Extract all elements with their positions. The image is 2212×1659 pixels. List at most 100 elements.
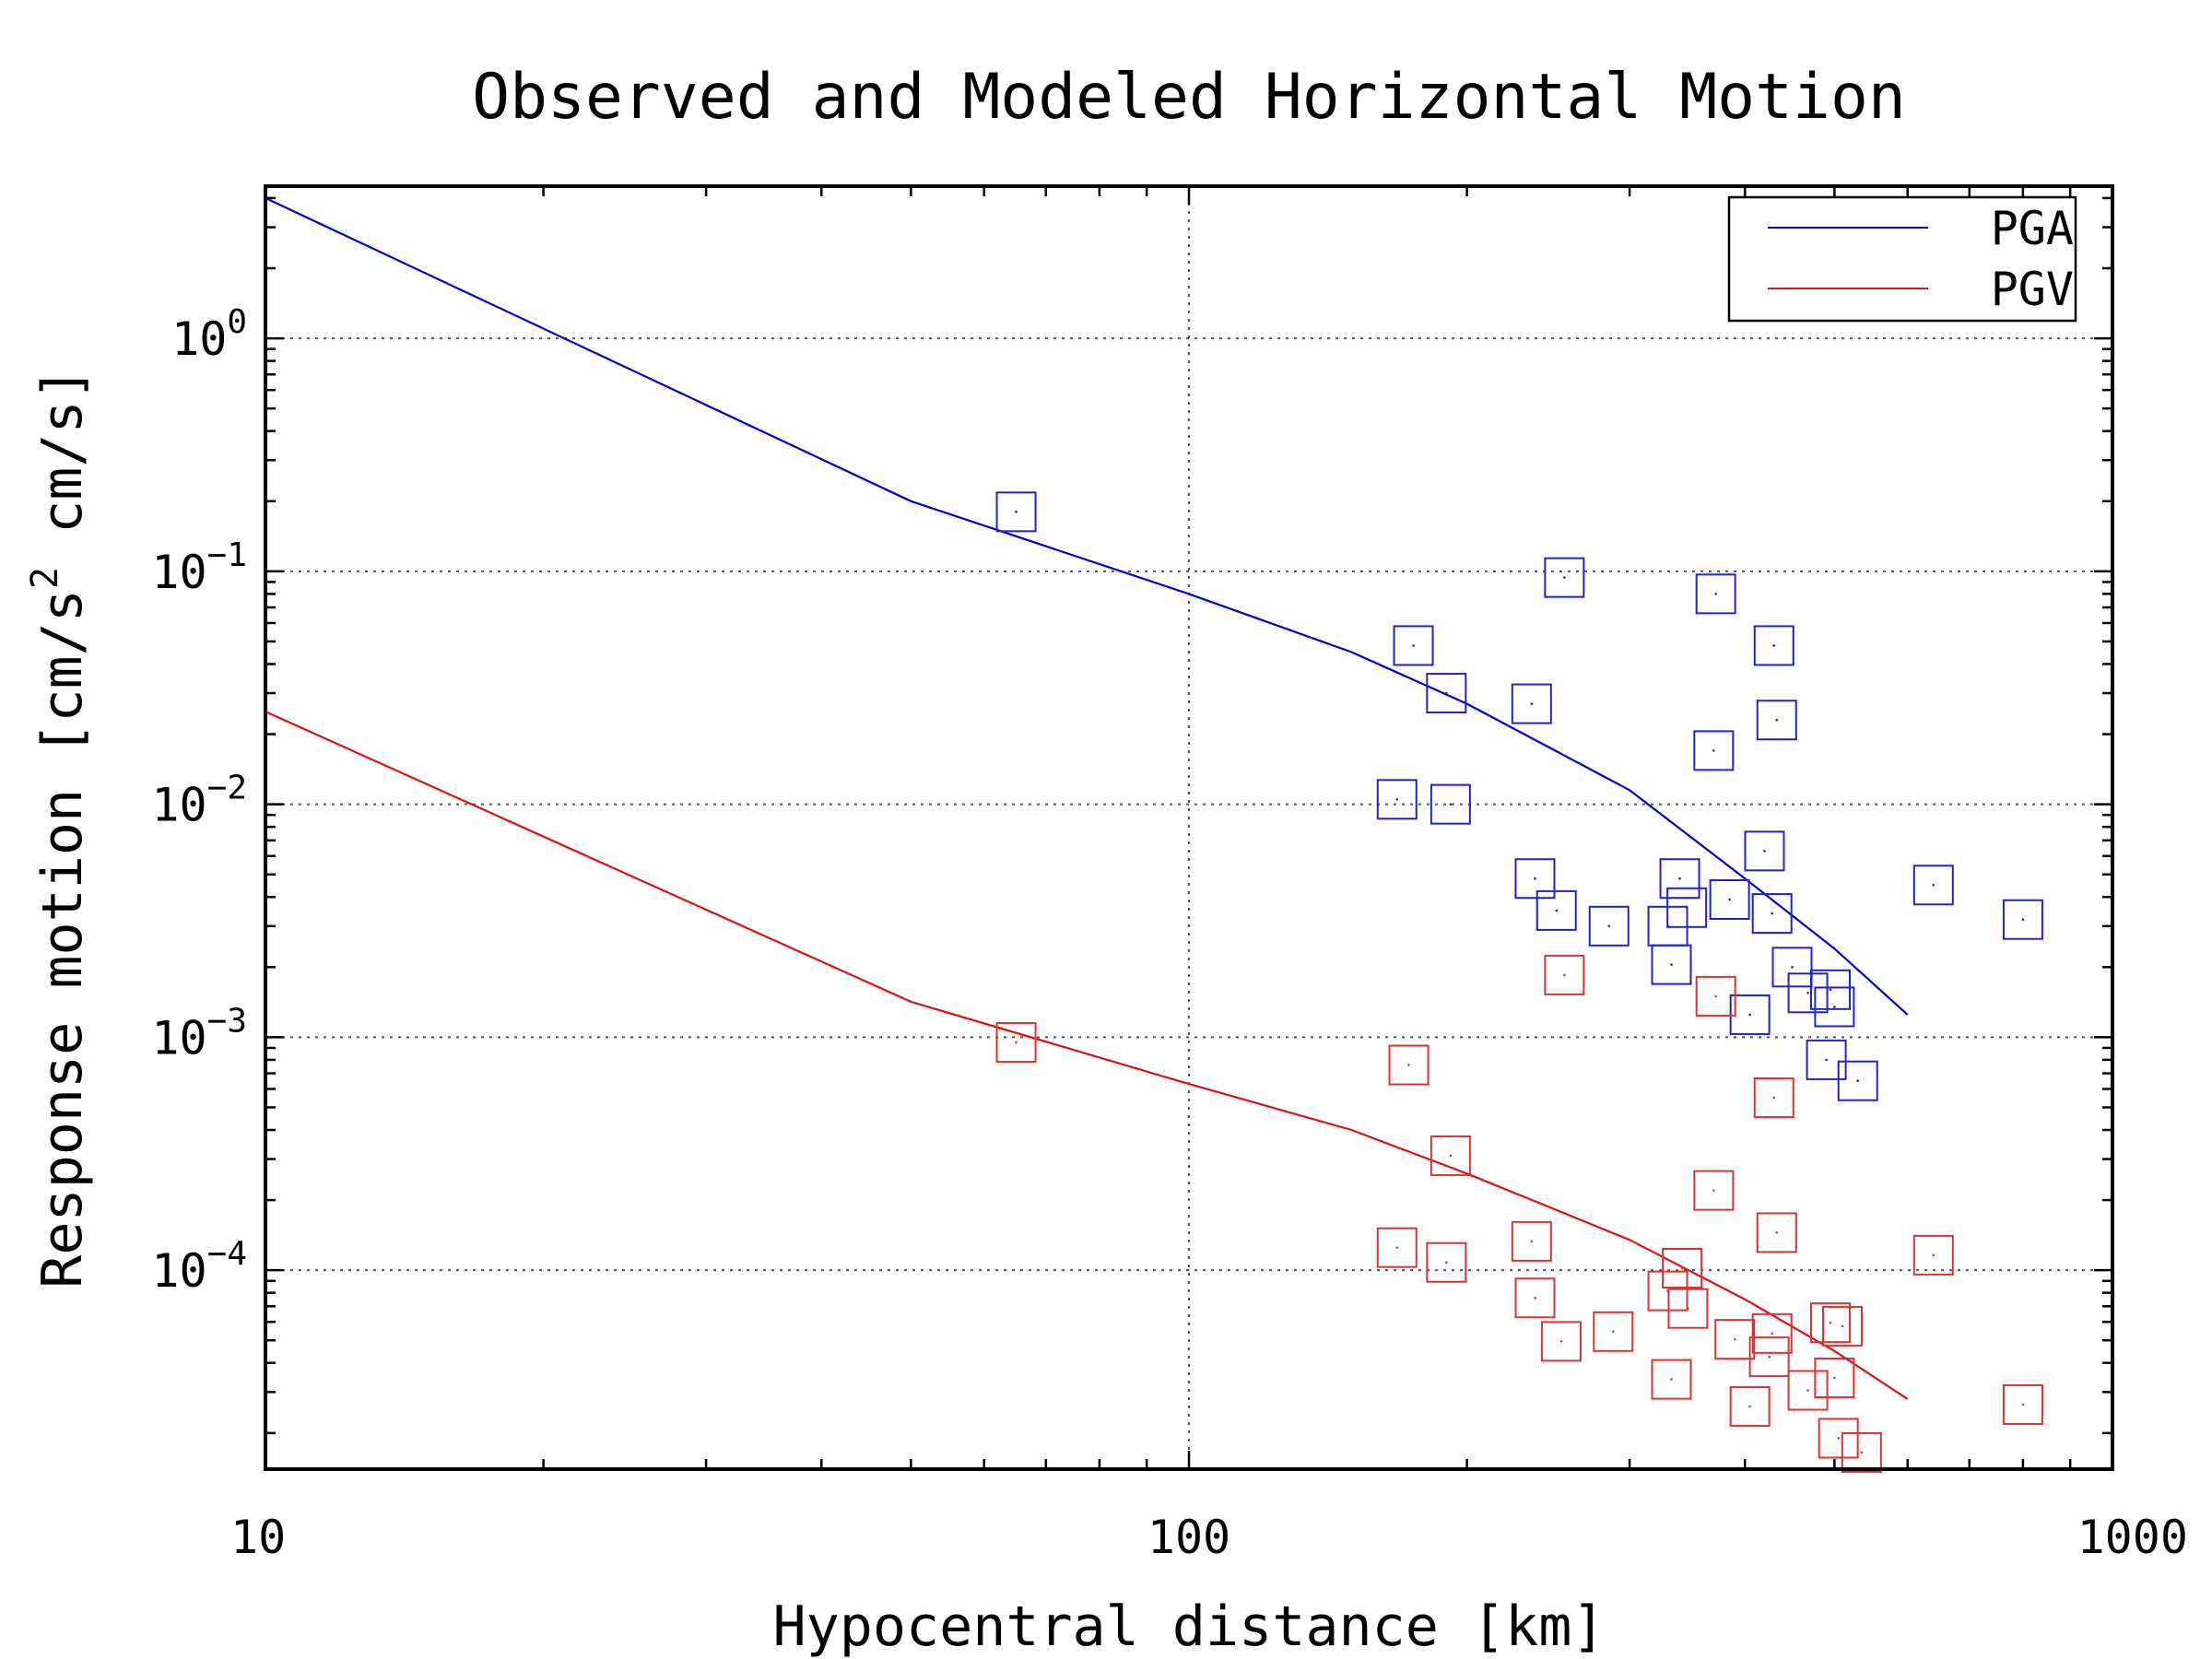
data-point-marker: [1912, 865, 1954, 906]
data-point-dot: [1833, 1376, 1836, 1380]
data-point-marker: [1841, 1431, 1882, 1473]
data-point-dot: [1395, 797, 1399, 801]
chart-title: Observed and Modeled Horizontal Motion: [472, 61, 1906, 134]
y-axis-label-part1: Response motion [cm/s: [30, 589, 95, 1288]
data-point-dot: [1748, 1405, 1751, 1408]
data-point-marker: [1787, 1370, 1829, 1411]
data-point-marker: [2002, 1383, 2043, 1425]
data-point-marker: [1714, 1319, 1756, 1360]
axis-ticks: [264, 186, 2114, 1469]
data-point-dot: [1685, 906, 1688, 910]
data-point-dot: [1680, 1266, 1684, 1270]
legend: PGA PGV: [1727, 195, 2077, 323]
y-tick-exponent: −2: [207, 770, 247, 807]
data-point-dot: [1771, 912, 1774, 915]
data-point-marker: [1535, 889, 1577, 931]
data-point-dot: [1763, 850, 1766, 853]
data-point-dot: [1449, 803, 1453, 806]
data-point-dot: [1860, 1451, 1864, 1454]
data-point-dot: [1563, 973, 1566, 977]
legend-box: [1727, 195, 2077, 323]
data-point-marker: [1393, 625, 1434, 666]
data-point-dot: [1412, 644, 1415, 647]
data-point-marker: [995, 1022, 1037, 1064]
data-point-marker: [1809, 969, 1851, 1010]
data-point-dot: [1837, 1437, 1840, 1440]
data-point-marker: [1753, 625, 1794, 666]
data-point-marker: [1756, 700, 1797, 741]
data-point-dot: [1670, 1378, 1673, 1381]
data-point-dot: [1559, 1340, 1563, 1343]
data-point-marker: [1544, 557, 1585, 598]
data-point-marker: [1544, 954, 1585, 995]
data-point-dot: [1687, 1307, 1689, 1311]
data-point-dot: [1806, 1389, 1809, 1392]
data-point-dot: [1841, 1324, 1844, 1328]
data-point-marker: [1514, 858, 1556, 900]
data-point-dot: [1395, 1246, 1399, 1249]
data-point-dot: [1563, 576, 1566, 579]
data-point-dot: [1775, 1231, 1779, 1234]
data-point-dot: [2021, 1403, 2025, 1406]
data-point-marker: [1695, 975, 1736, 1017]
y-tick-label: 10−2: [151, 770, 247, 832]
legend-label-pga: PGA: [1991, 202, 2074, 255]
data-point-dot: [1534, 1296, 1536, 1300]
data-point-dot: [1733, 1337, 1736, 1341]
data-point-marker: [1729, 1386, 1771, 1428]
data-point-marker: [1748, 1336, 1790, 1378]
data-point-marker: [1426, 1241, 1467, 1283]
data-point-marker: [1666, 887, 1708, 928]
data-point-dot: [1932, 1253, 1936, 1257]
data-point-marker: [1667, 1288, 1709, 1329]
data-point-dot: [1607, 924, 1611, 928]
data-point-dot: [1772, 1096, 1776, 1100]
y-axis-label-part2: cm/s]: [30, 367, 95, 567]
x-tick-label: 10: [230, 1511, 286, 1564]
y-tick-base: 10: [151, 1244, 206, 1298]
data-point-marker: [1540, 1321, 1582, 1362]
data-point-dot: [1806, 991, 1809, 994]
y-axis-label: Response motion [cm/s2 cm/s]: [24, 367, 95, 1288]
data-point-marker: [1751, 1312, 1793, 1354]
data-point-dot: [2021, 918, 2025, 922]
data-point-dot: [1772, 644, 1776, 647]
data-point-marker: [995, 491, 1037, 533]
data-point-dot: [1445, 691, 1448, 695]
y-tick-label: 10−4: [151, 1235, 247, 1298]
data-point-marker: [1593, 1311, 1634, 1352]
data-point-dot: [1407, 1064, 1410, 1066]
data-point-marker: [1430, 1135, 1471, 1176]
data-point-marker: [1753, 1077, 1794, 1119]
data-point-dot: [1714, 994, 1717, 998]
data-point-marker: [1430, 783, 1471, 825]
data-point-marker: [1693, 730, 1735, 771]
data-point-marker: [1814, 1357, 1855, 1398]
x-tick-label: 1000: [2077, 1511, 2188, 1564]
data-point-marker: [1651, 944, 1692, 985]
data-point-dot: [1714, 593, 1717, 595]
data-point-marker: [1388, 1044, 1430, 1086]
data-point-marker: [1771, 947, 1813, 988]
data-point-marker: [1814, 986, 1855, 1028]
data-point-dot: [1728, 898, 1731, 901]
data-point-marker: [1659, 858, 1700, 900]
data-point-marker: [1426, 673, 1467, 714]
data-point-dot: [1829, 988, 1832, 992]
y-tick-label: 100: [171, 303, 247, 366]
data-point-marker: [1912, 1234, 1954, 1276]
series-line-pgv: [265, 711, 1909, 1400]
data-point-dot: [1449, 1154, 1453, 1158]
x-tick-label: 100: [1147, 1511, 1230, 1564]
data-point-dot: [1015, 511, 1018, 513]
data-point-marker: [1511, 1220, 1552, 1262]
data-point-marker: [1651, 1359, 1692, 1400]
data-point-dot: [1712, 749, 1715, 752]
grid-lines: [265, 186, 2112, 1469]
data-point-marker: [1744, 830, 1785, 872]
y-axis-label-superscript: 2: [24, 567, 66, 589]
observed-markers-3: [995, 954, 2043, 1473]
data-point-marker: [1695, 573, 1736, 615]
data-point-dot: [1670, 963, 1673, 966]
